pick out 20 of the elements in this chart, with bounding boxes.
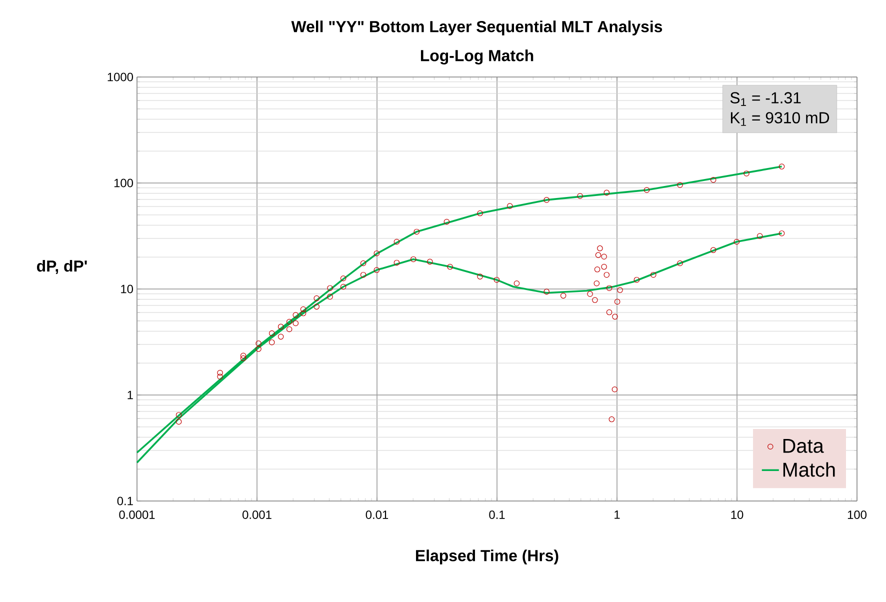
y-axis-title: dP, dP': [36, 260, 87, 274]
x-tick-label: 0.1: [489, 510, 505, 519]
annotation: K$_{1}$ = 9310 mD: [730, 112, 830, 126]
x-tick-label: 0.01: [366, 510, 388, 519]
chart-subtitle: Log-Log Match: [420, 50, 534, 64]
y-tick-label: 1: [128, 390, 133, 400]
y-tick-label: 100: [114, 178, 134, 188]
y-tick-label: 1000: [108, 72, 134, 82]
x-tick-label: 100: [848, 510, 867, 519]
legend-label: Match: [783, 462, 835, 477]
legend-label: Data: [783, 439, 824, 453]
y-tick-label: 10: [121, 284, 134, 294]
x-tick-label: 0.0001: [119, 510, 155, 519]
annotation: S$_{1}$ = -1.31: [730, 92, 801, 106]
x-tick-label: 1: [614, 510, 620, 519]
x-tick-label: 10: [731, 510, 744, 519]
chart-title: Well "YY" Bottom Layer Sequential MLT Analysis: [291, 20, 662, 36]
x-tick-label: 0.001: [242, 510, 272, 519]
y-tick-label: 0.1: [117, 496, 133, 506]
x-axis-title: Elapsed Time (Hrs): [416, 550, 558, 564]
